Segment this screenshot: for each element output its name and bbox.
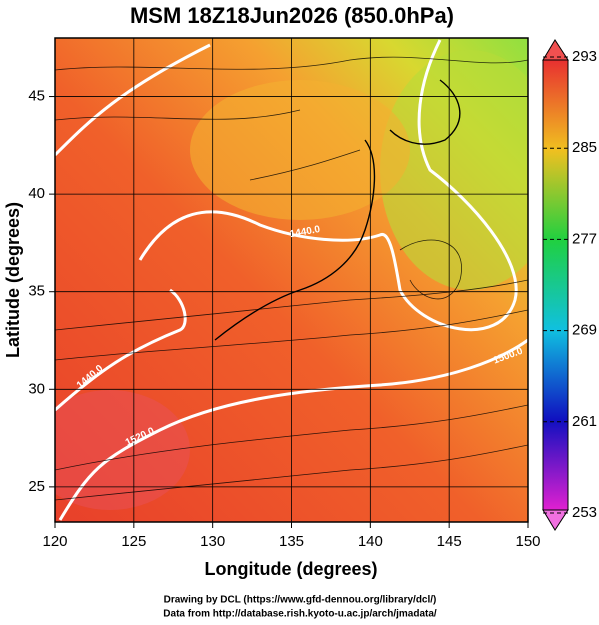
colorbar-extend-bottom <box>542 509 569 531</box>
colorbar-tick-label: 253 <box>572 504 597 521</box>
y-tick-label: 25 <box>28 478 45 495</box>
x-tick-label: 150 <box>515 533 540 550</box>
colorbar-tick-label: 293 <box>572 48 597 65</box>
credit: Drawing by DCL (https://www.gfd-dennou.o… <box>164 595 437 606</box>
colorbar-tick-label: 261 <box>572 413 597 430</box>
title: MSM 18Z18Jun2026 (850.0hPa) <box>130 3 454 28</box>
colorbar-tick-label: 269 <box>572 322 597 339</box>
colorbar-tick-label: 285 <box>572 139 597 156</box>
y-tick-label: 35 <box>28 283 45 300</box>
y-tick-label: 40 <box>28 185 45 202</box>
credit: Data from http://database.rish.kyoto-u.a… <box>163 609 437 620</box>
contour-label: 1440.0 <box>289 224 321 240</box>
x-tick-label: 120 <box>42 533 67 550</box>
map-field <box>55 38 528 522</box>
x-tick-label: 125 <box>121 533 146 550</box>
y-tick-label: 30 <box>28 380 45 397</box>
y-tick-label: 45 <box>28 88 45 105</box>
x-axis-label: Longitude (degrees) <box>204 559 377 579</box>
x-tick-label: 140 <box>358 533 383 550</box>
colorbar <box>542 59 569 511</box>
x-tick-label: 145 <box>437 533 462 550</box>
y-axis-label: Latitude (degrees) <box>3 202 23 358</box>
colorbar-tick-label: 277 <box>572 230 597 247</box>
x-tick-label: 135 <box>279 533 304 550</box>
x-tick-label: 130 <box>200 533 225 550</box>
